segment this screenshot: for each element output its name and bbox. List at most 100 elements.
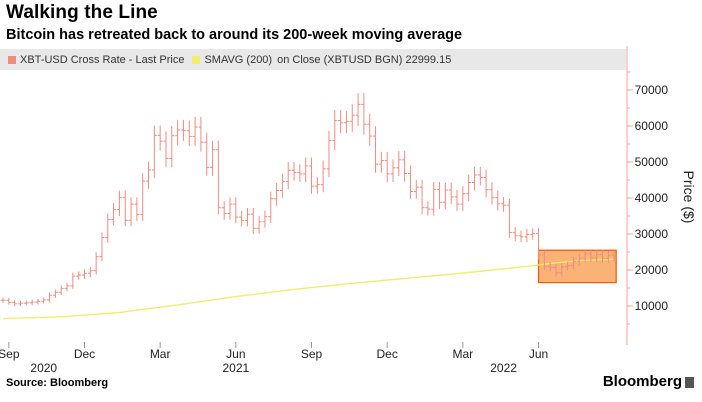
price-bar: [17, 300, 23, 307]
price-bar: [244, 207, 250, 227]
price-bar: [12, 300, 18, 307]
y-ticks: 10000 20000 30000 40000 50000 60000 70000: [627, 71, 669, 325]
price-bar: [338, 110, 344, 134]
price-bar: [99, 232, 105, 262]
price-bar: [204, 132, 210, 176]
price-bar: [442, 182, 448, 210]
price-bar: [605, 250, 611, 263]
price-bar: [87, 266, 93, 277]
price-bar: [175, 119, 181, 146]
price-bar: [157, 125, 163, 151]
price-bar: [134, 197, 140, 221]
price-bar: [431, 181, 437, 216]
price-bar: [611, 250, 617, 263]
price-bar: [262, 210, 268, 228]
price-bar: [483, 169, 489, 198]
legend-label-price: XBT-USD Cross Rate - Last Price: [20, 53, 185, 66]
price-bar: [215, 140, 221, 215]
price-bar: [146, 161, 152, 189]
x-year-label: 2021: [222, 361, 249, 375]
x-year-label: 2022: [490, 361, 517, 375]
y-tick-label: 20000: [635, 263, 669, 277]
price-bar: [390, 159, 396, 182]
x-tick-label: Jun: [529, 347, 548, 361]
price-bar: [425, 201, 431, 216]
price-bar: [600, 250, 606, 263]
y-axis-label: Price ($): [681, 171, 697, 224]
x-tick-label: Sep: [301, 347, 323, 361]
price-bar: [81, 269, 87, 279]
price-bar: [541, 250, 547, 271]
x-tick-label: Mar: [150, 347, 171, 361]
price-bar: [151, 125, 157, 179]
y-tick-label: 40000: [635, 191, 669, 205]
y-tick-label: 70000: [635, 83, 669, 97]
plot-layer: [0, 93, 617, 320]
price-bar: [52, 289, 58, 298]
price-bar: [93, 252, 99, 275]
price-bar: [407, 165, 413, 199]
price-bar: [268, 191, 274, 223]
legend-swatch-price: [8, 55, 16, 64]
price-bar: [76, 271, 82, 280]
x-tick-label: Mar: [453, 347, 474, 361]
price-bar: [559, 262, 565, 277]
price-bar: [466, 174, 472, 201]
sma-line: [2, 258, 615, 320]
price-bar: [6, 297, 12, 305]
price-bar: [58, 285, 64, 296]
chart-title: Walking the Line: [6, 2, 158, 23]
price-bar: [471, 166, 477, 191]
price-bar: [378, 151, 384, 173]
price-bar: [326, 130, 332, 178]
price-bar: [553, 263, 559, 277]
price-bar: [314, 177, 320, 194]
price-bar: [396, 151, 402, 177]
price-bar: [419, 179, 425, 215]
price-bar: [23, 300, 29, 306]
legend-item-sma: SMAVG (200) on Close (XBTUSD BGN) 22999.…: [192, 54, 451, 66]
price-bar: [291, 162, 297, 181]
price-bar: [367, 113, 373, 146]
price-bar: [64, 282, 70, 292]
price-bar: [518, 230, 524, 243]
price-bar: [169, 125, 175, 168]
price-bar: [512, 227, 518, 242]
x-tick-label: Dec: [74, 347, 95, 361]
price-bar: [256, 215, 262, 234]
y-tick-label: 30000: [635, 227, 669, 241]
price-bar: [477, 166, 483, 186]
y-tick-label: 10000: [635, 299, 669, 313]
brand-name: Bloomberg: [602, 373, 682, 390]
price-bar: [210, 140, 216, 176]
price-bar: [495, 190, 501, 211]
price-bar: [163, 131, 169, 168]
price-bar: [343, 110, 349, 134]
price-bar: [116, 190, 122, 217]
price-bar: [297, 164, 303, 182]
x-year-label: 2020: [30, 361, 57, 375]
price-bar: [332, 110, 338, 151]
price-bar: [501, 196, 507, 212]
price-bar: [47, 292, 53, 303]
x-ticks: Sep Dec Mar Jun Sep Dec Mar Jun 2020 2021 2022: [0, 342, 548, 375]
price-bar: [186, 120, 192, 147]
legend-item-price: XBT-USD Cross Rate - Last Price: [8, 54, 184, 66]
price-bar: [402, 151, 408, 182]
price-bar: [140, 173, 146, 221]
price-bar: [227, 197, 233, 220]
price-bar: [285, 162, 291, 190]
price-bar: [250, 207, 256, 234]
price-bar: [122, 190, 128, 227]
y-tick-label: 50000: [635, 155, 669, 169]
price-bar: [198, 116, 204, 152]
y-tick-label: 60000: [635, 119, 669, 133]
price-bar: [570, 257, 576, 270]
legend: XBT-USD Cross Rate - Last Price SMAVG (2…: [0, 49, 626, 70]
price-bar: [0, 297, 6, 303]
price-bar: [192, 116, 198, 147]
x-tick-label: Jun: [226, 347, 245, 361]
legend-extra-sma: on Close (XBTUSD BGN) 22999.15: [277, 53, 452, 66]
highlight-box: [537, 249, 617, 284]
